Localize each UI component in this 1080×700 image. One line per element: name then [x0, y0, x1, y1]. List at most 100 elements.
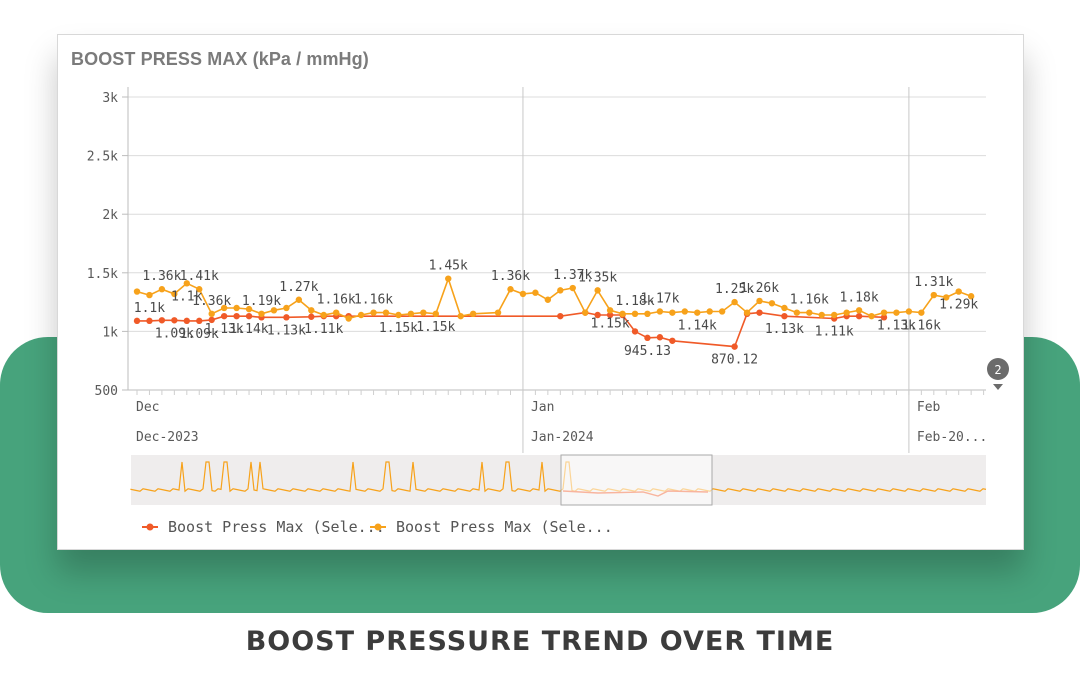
series-point[interactable]	[644, 334, 651, 342]
series-point[interactable]	[183, 280, 190, 287]
series-point[interactable]	[345, 315, 352, 322]
series-point[interactable]	[208, 310, 215, 318]
data-label: 1.18k	[840, 290, 879, 305]
data-label: 1.16k	[354, 293, 393, 308]
series-point[interactable]	[519, 290, 527, 298]
series-point[interactable]	[532, 289, 539, 296]
series-point[interactable]	[233, 312, 240, 320]
series-point[interactable]	[183, 317, 190, 325]
series-point[interactable]	[669, 309, 676, 316]
series-point[interactable]	[631, 328, 639, 335]
series-point[interactable]	[333, 309, 340, 316]
y-tick-label: 2k	[102, 208, 118, 223]
series-point[interactable]	[395, 311, 402, 319]
series-point[interactable]	[743, 309, 751, 316]
series-point[interactable]	[855, 312, 863, 320]
series-point[interactable]	[756, 297, 763, 305]
series-point[interactable]	[606, 307, 614, 314]
series-point[interactable]	[283, 304, 290, 312]
series-point[interactable]	[158, 286, 166, 293]
series-point[interactable]	[196, 317, 203, 325]
series-point[interactable]	[619, 310, 626, 318]
series-point[interactable]	[420, 309, 427, 316]
series-point[interactable]	[793, 309, 801, 316]
series-point[interactable]	[868, 312, 875, 320]
line-chart[interactable]: 500 1k 1.5k 2k 2.5k 3k Dec Dec-2023 Jan Jan-2024 F…	[58, 35, 1023, 549]
series-point[interactable]	[457, 312, 464, 320]
series-point[interactable]	[644, 310, 651, 318]
series-point[interactable]	[756, 309, 763, 316]
series-point[interactable]	[283, 314, 290, 321]
series-point[interactable]	[133, 317, 141, 325]
series-point[interactable]	[955, 288, 962, 295]
series-point[interactable]	[631, 310, 639, 318]
series-point[interactable]	[220, 312, 228, 320]
series-point[interactable]	[681, 308, 688, 315]
series-point[interactable]	[370, 309, 377, 316]
series-point[interactable]	[469, 310, 477, 318]
scroll-down-icon[interactable]	[993, 384, 1003, 390]
series-point[interactable]	[943, 294, 950, 301]
series-point[interactable]	[308, 313, 315, 320]
series-point[interactable]	[507, 286, 514, 293]
series-point[interactable]	[295, 296, 303, 303]
series-point[interactable]	[781, 304, 788, 312]
series-point[interactable]	[208, 316, 215, 324]
navigator-strip[interactable]	[131, 455, 986, 505]
series-point[interactable]	[320, 311, 327, 319]
series-point[interactable]	[669, 337, 676, 344]
series-point[interactable]	[270, 307, 278, 314]
series-point[interactable]	[818, 311, 825, 319]
series-point[interactable]	[245, 305, 253, 313]
series-point[interactable]	[557, 287, 564, 294]
series-point[interactable]	[544, 296, 552, 303]
series-point[interactable]	[494, 309, 502, 316]
series-point[interactable]	[893, 309, 900, 316]
navigator-window-handle[interactable]	[560, 454, 713, 506]
series-point[interactable]	[171, 290, 178, 298]
series-point[interactable]	[582, 309, 589, 316]
series-point[interactable]	[432, 310, 439, 318]
series-point[interactable]	[656, 334, 664, 341]
series-point[interactable]	[407, 310, 415, 318]
series-point[interactable]	[855, 307, 863, 314]
series-point[interactable]	[445, 275, 452, 282]
series-point[interactable]	[731, 343, 738, 350]
series-point[interactable]	[768, 300, 776, 307]
series-point[interactable]	[220, 304, 228, 312]
series-point[interactable]	[831, 311, 838, 319]
series-point[interactable]	[731, 298, 738, 306]
series-point[interactable]	[233, 304, 240, 312]
chart-card: BOOST PRESS MAX (kPa / mmHg) 500 1k 1.5k 2k…	[57, 34, 1024, 550]
series-point[interactable]	[806, 309, 813, 316]
series-point[interactable]	[357, 311, 365, 319]
series-point[interactable]	[171, 317, 178, 324]
series-point[interactable]	[781, 312, 788, 320]
series-point[interactable]	[158, 317, 166, 324]
series-point[interactable]	[606, 311, 614, 319]
series-point[interactable]	[557, 312, 564, 320]
series-point[interactable]	[880, 314, 888, 321]
series-point[interactable]	[656, 308, 664, 315]
series-point[interactable]	[382, 309, 390, 316]
series-point[interactable]	[967, 293, 975, 300]
series-point[interactable]	[146, 317, 153, 325]
series-point[interactable]	[880, 309, 888, 316]
series-point[interactable]	[694, 309, 701, 316]
series-point[interactable]	[308, 307, 315, 314]
series-point[interactable]	[930, 291, 937, 299]
series-point[interactable]	[133, 288, 141, 295]
series-point[interactable]	[569, 284, 576, 292]
series-point[interactable]	[196, 286, 203, 293]
series-point[interactable]	[843, 309, 850, 316]
series-point[interactable]	[706, 308, 713, 315]
series-point[interactable]	[905, 308, 913, 315]
series-point[interactable]	[258, 310, 265, 318]
series-point[interactable]	[594, 287, 601, 294]
series-point[interactable]	[245, 312, 253, 320]
series-point[interactable]	[718, 308, 726, 315]
page-badge[interactable]	[987, 358, 1009, 380]
series-point[interactable]	[146, 291, 153, 299]
series-point[interactable]	[594, 311, 601, 319]
series-point[interactable]	[918, 309, 925, 316]
